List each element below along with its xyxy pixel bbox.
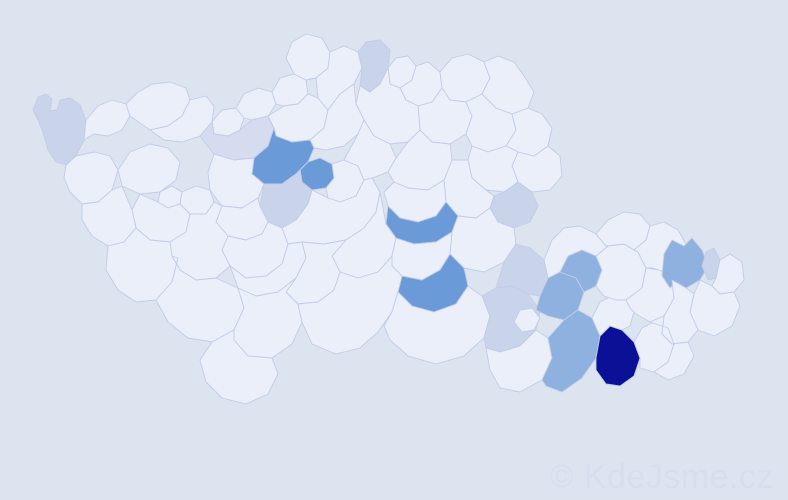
districts-layer [33, 34, 744, 404]
district-decin[interactable] [286, 34, 330, 80]
district-melnik[interactable] [310, 84, 364, 150]
district-cheb[interactable] [33, 94, 86, 165]
district-opava[interactable] [662, 238, 708, 288]
district-brno-mesto[interactable] [514, 308, 540, 332]
district-uherske-hradiste[interactable] [596, 326, 640, 386]
district-cesky-krumlov[interactable] [200, 330, 278, 404]
district-plzen-sever[interactable] [118, 144, 180, 194]
district-kromeriz[interactable] [592, 296, 634, 336]
district-vsetin[interactable] [650, 316, 694, 380]
district-chomutov[interactable] [150, 96, 214, 142]
watermark-text: KdeJsme.cz [583, 458, 774, 496]
district-hodonin[interactable] [542, 310, 600, 392]
watermark: © KdeJsme.cz [550, 460, 774, 494]
copyright-icon: © [549, 458, 574, 494]
district-jindrichuv-hradec[interactable] [298, 256, 402, 354]
district-sokolov[interactable] [84, 100, 130, 140]
district-prachatice[interactable] [156, 256, 244, 342]
